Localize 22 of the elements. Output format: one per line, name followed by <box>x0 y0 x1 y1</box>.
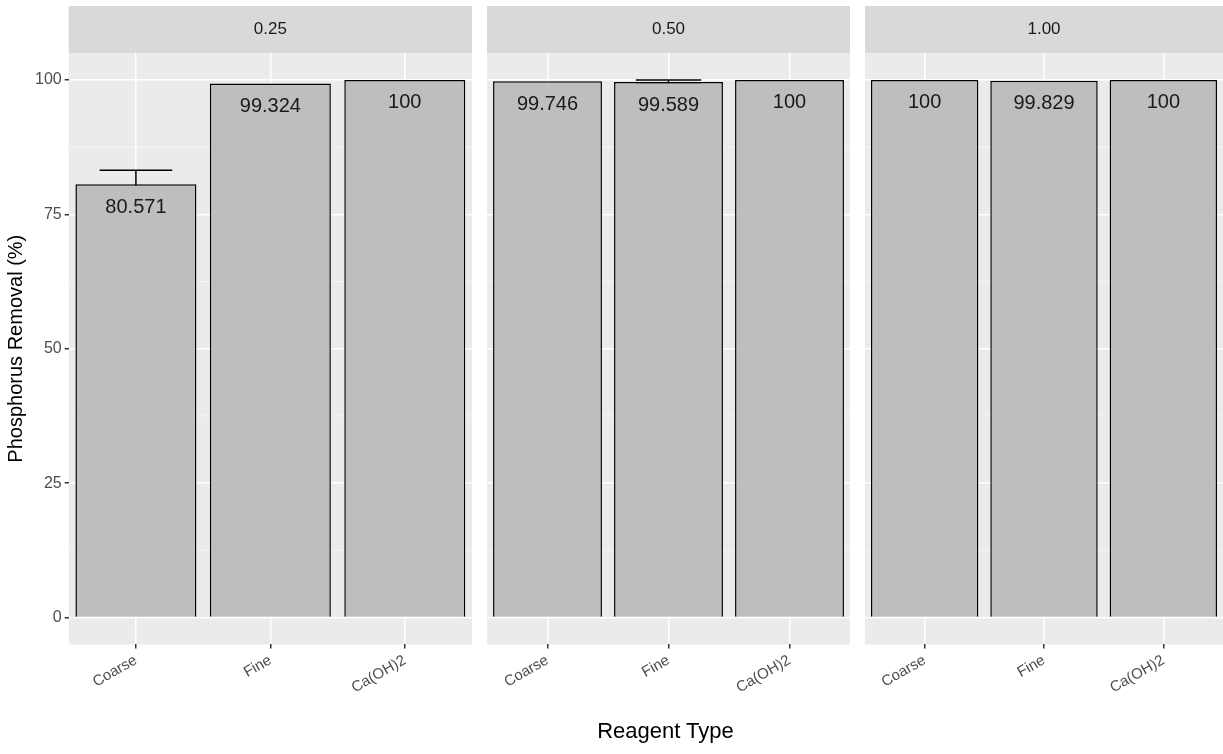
data-label: 99.589 <box>637 92 700 115</box>
x-tick-label: Fine <box>240 650 274 680</box>
y-tick-label: 75 <box>43 204 62 222</box>
data-label: 99.324 <box>239 94 301 117</box>
y-tick-label: 25 <box>43 473 62 491</box>
x-axis-title: Reagent Type <box>596 718 735 744</box>
data-label: 100 <box>772 90 807 113</box>
data-label: 99.829 <box>1013 91 1075 114</box>
x-tick-label: Fine <box>638 650 673 680</box>
data-label: 80.571 <box>105 194 167 217</box>
data-label: 99.746 <box>516 91 579 114</box>
data-label: 100 <box>1146 90 1181 113</box>
y-tick-label: 100 <box>34 70 62 88</box>
x-tick-label: Fine <box>1013 650 1048 680</box>
data-label: 100 <box>907 90 942 113</box>
chart-title: 1.00 <box>1027 19 1061 39</box>
y-tick-label: 0 <box>52 607 62 625</box>
y-axis-title: Phosphorus Removal (%) <box>3 234 26 463</box>
y-tick-label: 50 <box>43 339 62 357</box>
chart-title: 0.25 <box>253 19 287 39</box>
data-label: 100 <box>388 90 422 113</box>
chart-title: 0.50 <box>651 19 686 39</box>
